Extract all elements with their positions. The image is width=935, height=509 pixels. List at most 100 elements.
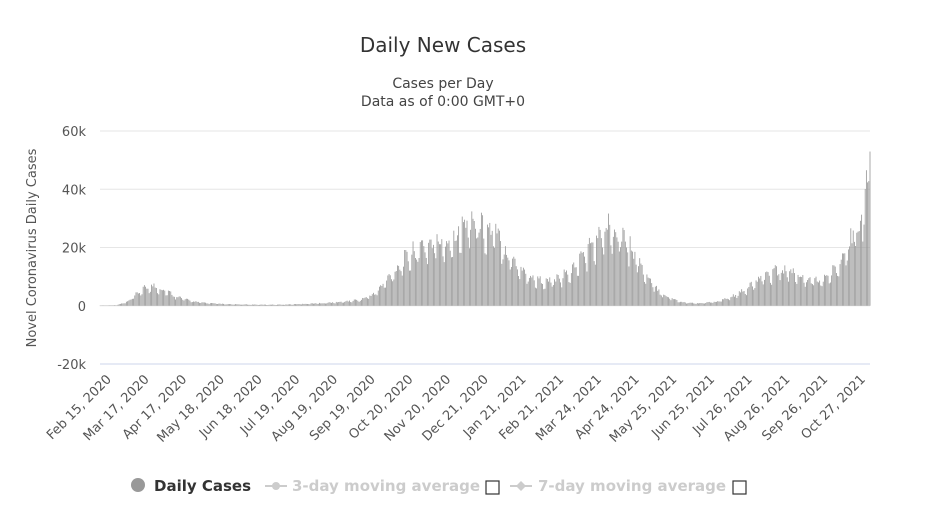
bar-daily-cases: [762, 284, 764, 306]
bar-daily-cases: [285, 304, 287, 306]
bar-daily-cases: [606, 229, 608, 306]
bar-daily-cases: [158, 294, 160, 306]
legend: Daily Cases 3-day moving average 7-day m…: [131, 477, 747, 495]
bar-daily-cases: [363, 298, 365, 306]
bar-daily-cases: [429, 239, 431, 306]
bar-daily-cases: [482, 215, 484, 306]
bar-daily-cases: [603, 254, 605, 306]
bar-daily-cases: [458, 226, 460, 306]
bar-daily-cases: [374, 294, 376, 306]
bar-daily-cases: [476, 238, 478, 306]
bar-daily-cases: [241, 304, 242, 306]
bar-daily-cases: [704, 303, 705, 306]
bar-daily-cases: [165, 295, 167, 306]
bar-daily-cases: [394, 271, 396, 306]
bar-daily-cases: [680, 301, 681, 306]
bar-daily-cases: [641, 265, 643, 306]
bar-daily-cases: [425, 257, 427, 306]
bar-daily-cases: [614, 229, 615, 306]
bar-daily-cases: [178, 296, 180, 306]
bar-daily-cases: [546, 278, 548, 306]
legend-checkbox-3-day[interactable]: [485, 480, 500, 495]
bar-daily-cases: [209, 303, 211, 306]
bar-daily-cases: [656, 285, 657, 306]
bar-daily-cases: [749, 282, 751, 306]
bar-daily-cases: [840, 259, 842, 306]
bar-daily-cases: [494, 247, 496, 306]
bar-daily-cases: [383, 287, 385, 306]
bar-daily-cases: [388, 274, 390, 306]
x-tick-label: Aug 26, 2021: [721, 372, 793, 444]
bar-daily-cases: [843, 253, 845, 306]
bar-daily-cases: [213, 303, 215, 306]
bar-daily-cases: [718, 301, 720, 306]
bar-daily-cases: [197, 301, 199, 306]
bar-daily-cases: [484, 253, 486, 306]
bar-daily-cases: [585, 263, 587, 306]
bar-daily-cases: [496, 233, 498, 306]
bar-daily-cases: [251, 304, 253, 306]
bar-daily-cases: [265, 304, 266, 306]
bar-daily-cases: [135, 292, 137, 306]
legend-label-3-day-moving-average: 3-day moving average: [292, 477, 480, 495]
bar-daily-cases: [689, 302, 691, 306]
bar-daily-cases: [756, 281, 758, 306]
bar-daily-cases: [747, 288, 749, 306]
bar-daily-cases: [194, 301, 196, 306]
bar-daily-cases: [558, 278, 560, 306]
bar-daily-cases: [826, 275, 828, 306]
legend-item-daily-cases[interactable]: Daily Cases: [131, 477, 251, 495]
legend-item-3-day-moving-average[interactable]: 3-day moving average: [265, 477, 500, 495]
bar-daily-cases: [407, 261, 409, 306]
bar-daily-cases: [512, 258, 514, 306]
bar-daily-cases: [683, 301, 685, 306]
bar-daily-cases: [838, 276, 840, 306]
bar-daily-cases: [752, 286, 753, 306]
bar-daily-cases: [859, 220, 861, 306]
bar-daily-cases: [352, 300, 354, 306]
bar-daily-cases: [651, 283, 653, 306]
bar-daily-cases: [552, 285, 554, 306]
bar-daily-cases: [148, 293, 150, 306]
bar-daily-cases: [574, 267, 576, 306]
bar-daily-cases: [430, 239, 432, 306]
bar-daily-cases: [243, 304, 245, 306]
bar-daily-cases: [702, 303, 704, 306]
legend-item-7-day-moving-average[interactable]: 7-day moving average: [510, 477, 747, 495]
bar-daily-cases: [140, 295, 142, 306]
bar-daily-cases: [647, 277, 649, 306]
bar-daily-cases: [297, 304, 299, 306]
bar-daily-cases: [604, 231, 606, 306]
bar-daily-cases: [570, 273, 572, 306]
bar-daily-cases: [804, 286, 806, 306]
bar-daily-cases: [304, 303, 306, 306]
bar-daily-cases: [844, 253, 846, 306]
bar-daily-cases: [413, 251, 415, 306]
bar-daily-cases: [284, 304, 286, 306]
bar-daily-cases: [687, 303, 689, 306]
bar-daily-cases: [431, 248, 433, 306]
bar-daily-cases: [154, 287, 156, 306]
bar-daily-cases: [401, 275, 403, 306]
bar-daily-cases: [578, 275, 579, 306]
bar-daily-cases: [580, 251, 582, 306]
bar-daily-cases: [508, 260, 510, 306]
legend-checkbox-7-day[interactable]: [732, 480, 747, 495]
chart-subtitle-line-1: Cases per Day: [392, 76, 493, 92]
bar-daily-cases: [232, 304, 234, 306]
bar-daily-cases: [708, 301, 710, 306]
bar-daily-cases: [214, 303, 216, 306]
bar-daily-cases: [261, 304, 263, 306]
bar-daily-cases: [191, 302, 193, 306]
bar-daily-cases: [468, 248, 470, 306]
bar-daily-cases: [500, 241, 502, 306]
bar-daily-cases: [582, 252, 584, 306]
bar-daily-cases: [316, 303, 318, 306]
bar-daily-cases: [122, 303, 124, 306]
bar-daily-cases: [217, 304, 218, 306]
bar-daily-cases: [639, 258, 641, 306]
bar-daily-cases: [229, 304, 230, 306]
bar-daily-cases: [690, 302, 692, 306]
bar-daily-cases: [279, 304, 281, 306]
bar-daily-cases: [591, 242, 593, 306]
